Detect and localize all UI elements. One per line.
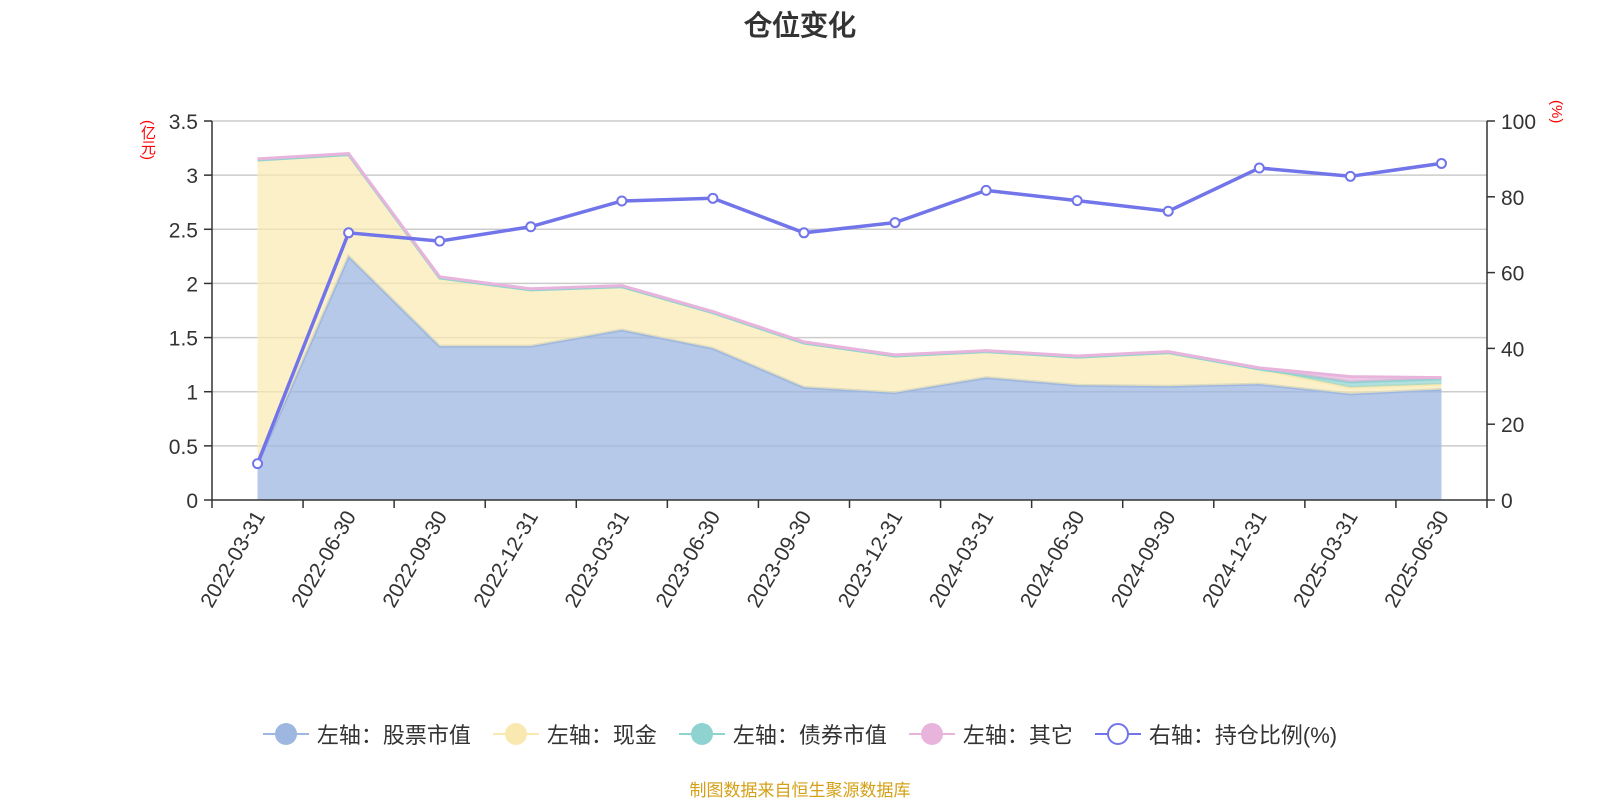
legend-ratio-symbol — [1094, 722, 1141, 746]
ratio-point — [980, 184, 992, 196]
right-axis-tick-label: 20 — [1501, 414, 1524, 437]
legend-other-label: 左轴：其它 — [962, 723, 1073, 748]
ratio-point — [1162, 205, 1174, 217]
x-axis-tick-label: 2024-06-30 — [1016, 507, 1090, 612]
x-axis-tick-label: 2024-12-31 — [1198, 507, 1272, 612]
left-axis-tick-label: 2 — [186, 273, 198, 296]
x-axis-tick-label: 2022-03-31 — [196, 507, 270, 612]
left-axis-unit: (亿元) — [139, 120, 156, 160]
x-axis-tick-label: 2022-06-30 — [287, 507, 361, 612]
ratio-point — [616, 195, 628, 207]
area-line-series-3 — [257, 151, 1442, 380]
legend-item-cash[interactable]: 左轴：现金 — [492, 718, 657, 750]
ratio-point — [1071, 195, 1083, 207]
left-axis-tick-label: 1 — [186, 382, 198, 405]
x-axis-tick-label: 2023-12-31 — [834, 507, 908, 612]
right-axis-unit: (%) — [1548, 100, 1565, 124]
left-axis-tick-label: 3 — [186, 165, 198, 188]
ratio-point — [1253, 162, 1265, 174]
ratio-line — [255, 161, 1442, 465]
ratio-point — [525, 221, 537, 233]
right-axis-tick-label: 40 — [1501, 338, 1524, 361]
legend-stock-label: 左轴：股票市值 — [316, 723, 471, 748]
ratio-point — [343, 227, 355, 239]
chart-title: 仓位变化 — [743, 10, 856, 41]
left-axis-tick-label: 2.5 — [169, 219, 198, 242]
legend-ratio-label: 右轴：持仓比例(%) — [1148, 723, 1338, 748]
legend-item-stock[interactable]: 左轴：股票市值 — [262, 718, 471, 750]
right-axis-tick-label: 0 — [1501, 490, 1513, 513]
x-axis-tick-label: 2023-06-30 — [652, 507, 726, 612]
legend-stock-symbol — [262, 722, 309, 746]
ratio-point — [798, 227, 810, 239]
x-axis-tick-label: 2023-09-30 — [743, 507, 817, 612]
right-axis-tick-label: 100 — [1501, 111, 1536, 134]
legend-item-ratio[interactable]: 右轴：持仓比例(%) — [1094, 718, 1338, 750]
x-axis-tick-label: 2024-03-31 — [925, 507, 999, 612]
legend-other-symbol — [908, 722, 955, 746]
chart-legend: 左轴：股票市值 左轴：现金 左轴：债券市值 左轴：其它 右轴：持仓比例(%) — [0, 718, 1600, 750]
ratio-point — [707, 192, 719, 204]
x-axis-tick-label: 2022-09-30 — [378, 507, 452, 612]
x-axis-tick-label: 2022-12-31 — [469, 507, 543, 612]
ratio-point — [889, 217, 901, 229]
x-axis-tick-label: 2024-09-30 — [1107, 507, 1181, 612]
x-axis-tick-label: 2025-03-31 — [1289, 507, 1363, 612]
ratio-point — [434, 235, 446, 247]
left-axis-tick-label: 0.5 — [169, 436, 198, 459]
right-axis-tick-label: 80 — [1501, 187, 1524, 210]
right-axis-tick-label: 60 — [1501, 263, 1524, 286]
left-axis-tick-label: 0 — [186, 490, 198, 513]
left-axis-tick-label: 1.5 — [169, 328, 198, 351]
area-series-1 — [257, 154, 1442, 465]
chart-source-note: 制图数据来自恒生聚源数据库 — [689, 781, 911, 800]
legend-bond-symbol — [678, 722, 725, 746]
legend-item-bond[interactable]: 左轴：债券市值 — [678, 718, 887, 750]
legend-cash-symbol — [492, 722, 539, 746]
x-axis-tick-label: 2023-03-31 — [561, 507, 635, 612]
legend-bond-label: 左轴：债券市值 — [732, 723, 887, 748]
legend-cash-label: 左轴：现金 — [546, 723, 657, 748]
area-series-0 — [257, 256, 1442, 500]
ratio-point — [1344, 170, 1356, 182]
legend-item-other[interactable]: 左轴：其它 — [908, 718, 1073, 750]
x-axis-tick-label: 2025-06-30 — [1380, 507, 1454, 612]
left-axis-tick-label: 3.5 — [169, 111, 198, 134]
ratio-point — [252, 458, 264, 470]
ratio-point — [1435, 157, 1447, 169]
